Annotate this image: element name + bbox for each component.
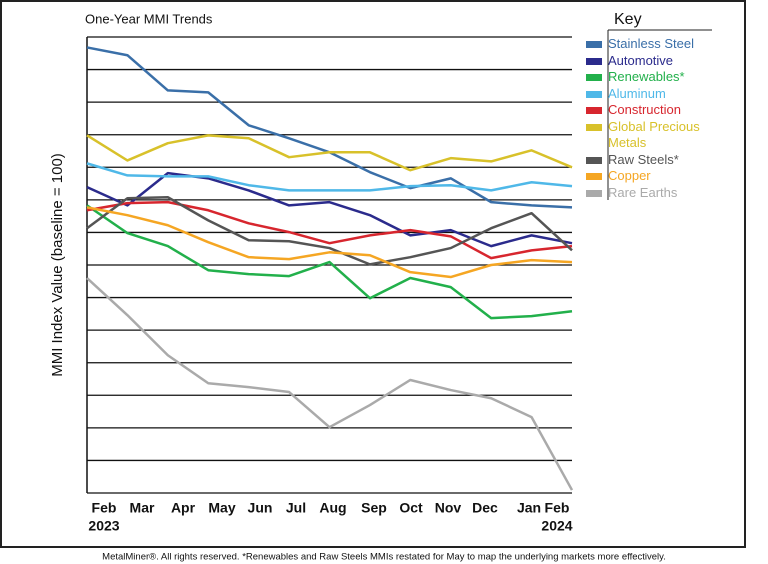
frame [0, 0, 746, 548]
legend-label: Global Precious Metals [608, 118, 700, 151]
legend-swatch [586, 189, 602, 197]
series-line [86, 196, 573, 266]
legend-swatch [586, 173, 602, 180]
legend-title: Key [614, 11, 642, 28]
series-line [86, 171, 573, 248]
legend-swatch [586, 123, 602, 131]
legend-item: Rare Earths [586, 185, 736, 202]
x-tick-label: Jan [517, 500, 541, 516]
legend: Stainless Steel Automotive Renewables* Alum… [586, 36, 736, 201]
legend-item: Automotive [586, 53, 736, 70]
x-tick-label: Jun [248, 500, 273, 516]
legend-label: Renewables* [608, 69, 685, 84]
series-line [86, 277, 574, 491]
legend-item: Aluminum [586, 86, 736, 103]
x-tick-label: Aug [319, 500, 346, 516]
y-axis-label: MMI Index Value (baseline = 100) [49, 153, 66, 377]
legend-label: Construction [608, 102, 681, 117]
legend-swatch [586, 41, 602, 48]
series-line [86, 206, 573, 279]
legend-swatch [586, 107, 602, 114]
legend-label: Copper [608, 168, 651, 183]
legend-item: Construction [586, 102, 736, 119]
series-line [86, 46, 573, 209]
footnote: MetalMiner®. All rights reserved. *Renew… [102, 552, 666, 563]
legend-swatch [586, 74, 602, 81]
legend-swatch [586, 156, 602, 164]
legend-item: Copper [586, 168, 736, 185]
x-tick-label: Nov [435, 500, 462, 516]
x-tick-label: Oct [399, 500, 423, 516]
legend-label: Aluminum [608, 85, 666, 101]
chart-title: One-Year MMI Trends [85, 11, 213, 26]
legend-item: Global Precious Metals [586, 119, 736, 152]
legend-swatch [586, 57, 602, 65]
legend-item: Stainless Steel [586, 36, 736, 53]
x-tick-label: Feb [92, 500, 117, 516]
legend-label: Stainless Steel [608, 36, 694, 51]
x-tick-label: Mar [130, 500, 155, 516]
series-line [86, 134, 573, 172]
legend-label: Automotive [608, 52, 674, 68]
legend-swatch [586, 90, 602, 98]
legend-label: Rare Earths [608, 184, 678, 200]
x-tick-label: Feb [545, 500, 570, 516]
series-line [86, 204, 573, 320]
legend-item: Renewables* [586, 69, 736, 86]
legend-item: Raw Steels* [586, 152, 736, 169]
x-year-label: 2024 [541, 518, 572, 534]
x-tick-label: Apr [171, 500, 196, 516]
x-tick-label: Sep [361, 500, 387, 516]
x-tick-label: May [208, 500, 235, 516]
x-tick-label: Dec [472, 500, 498, 516]
x-tick-label: Jul [286, 500, 306, 516]
series-line [86, 162, 573, 192]
series-line [86, 200, 573, 260]
x-year-label: 2023 [88, 518, 119, 534]
legend-label: Raw Steels* [608, 151, 679, 167]
